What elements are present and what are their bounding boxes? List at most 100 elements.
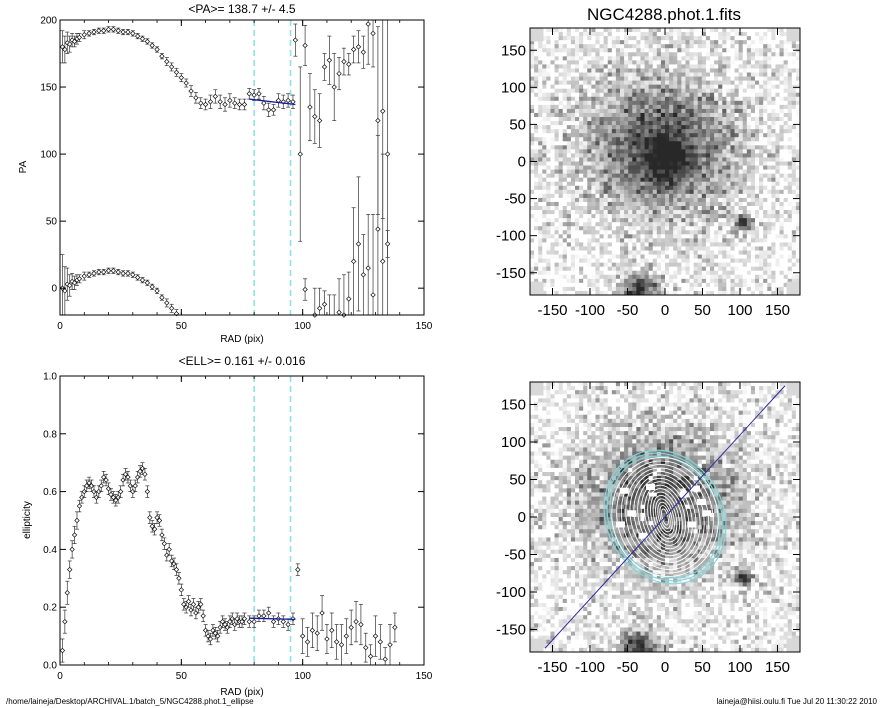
isophote-ellipse (644, 484, 686, 550)
isophote-ellipse (657, 501, 673, 533)
ellipticity-plot-frame (59, 375, 425, 666)
ellipticity-plot-data-point (125, 471, 131, 484)
galaxy-image-ytick-label: 100 (501, 79, 526, 96)
pa-plot-data-point (110, 267, 117, 274)
galaxy-image-xtick-label: -100 (575, 302, 605, 319)
pa-plot-data-point (290, 94, 296, 109)
ellipticity-plot-data-point (280, 615, 286, 628)
pa-plot-data-point (183, 78, 189, 88)
galaxy-image-xtick-label: 50 (694, 302, 711, 319)
pa-plot-data-point (316, 93, 323, 148)
pa-plot-data-point (173, 67, 180, 77)
isophote-ellipse (661, 508, 669, 526)
ellipticity-plot-data-point (329, 612, 335, 649)
isophote-image-xtick-label: 150 (765, 659, 790, 676)
pa-plot-data-point (246, 88, 252, 100)
ellipticity-plot-data-point (212, 627, 219, 640)
pa-plot-data-point (270, 104, 277, 116)
galaxy-image-ticks: -150 -100 -50 0 50 100 150 -150 -100 -50 0 50 100 150 (496, 28, 800, 319)
pa-plot-data-point (232, 97, 238, 109)
ellipticity-plot-data-point (137, 465, 143, 478)
isophote-ellipse (633, 474, 697, 560)
ellipticity-plot-ytick-label: 0.2 (43, 603, 57, 614)
ellipticity-plot-data-point (67, 560, 73, 579)
pa-plot-data-point (159, 53, 165, 60)
mask-patch (627, 510, 637, 517)
ellipticity-plot-data-point (127, 479, 134, 492)
pa-plot-data-point (321, 290, 328, 315)
pa-plot-xtick-label: 150 (416, 321, 433, 332)
isophote-image-xtick-label: 50 (694, 659, 711, 676)
pa-plot-data-point (212, 89, 219, 104)
ellipticity-plot-data-point (81, 485, 87, 498)
ellipticity-plot-data-point (234, 612, 240, 625)
pa-plot-data-point (71, 275, 78, 290)
ellipticity-plot-ytick-label: 1.0 (43, 372, 57, 383)
pa-plot-data-point (346, 271, 352, 315)
mask-patch (638, 532, 648, 539)
pa-plot-data-point (105, 26, 112, 33)
ellipticity-plot-data-point (74, 511, 80, 530)
pa-plot-ytick-label: 200 (40, 16, 57, 27)
pa-plot-title: <PA>= 138.7 +/- 4.5 (188, 2, 296, 16)
ellipticity-plot-marks (59, 376, 398, 665)
pa-plot-data-point (62, 35, 68, 64)
ellipticity-plot-data-point (154, 511, 160, 524)
ellipticity-plot-data-point (363, 632, 369, 663)
ellipticity-plot-data-point (142, 468, 148, 481)
ellipticity-plot-data-point (132, 479, 138, 492)
pa-plot-data-point (168, 303, 175, 313)
galaxy-image-xtick-label: 100 (727, 302, 752, 319)
ellipticity-plot-data-point (256, 609, 262, 623)
pa-plot-data-point (341, 274, 347, 318)
pa-plot-data-point (312, 287, 318, 318)
isophote-image-ytick-label: -50 (504, 547, 526, 564)
galaxy-image-ytick-label: -50 (504, 191, 526, 208)
footer-file-path: /home/laineja/Desktop/ARCHIVAL.1/batch_5… (6, 697, 254, 706)
pa-plot-data-point (149, 283, 155, 290)
pa-plot-data-point (365, 20, 371, 65)
ellipticity-plot-data-point (222, 618, 228, 631)
pa-plot-data-point (327, 294, 332, 315)
galaxy-image-pixels (530, 28, 801, 296)
ellipticity-plot-title: <ELL>= 0.161 +/- 0.016 (179, 354, 306, 368)
pa-plot-data-point (202, 98, 209, 111)
ellipticity-plot-data-point (98, 479, 104, 492)
isophote-image-ticks: -150 -100 -50 0 50 100 150 -150 -100 -50 0 50 100 150 (496, 382, 800, 676)
pa-plot-data-point (316, 287, 323, 315)
pa-plot-data-point (64, 267, 70, 301)
pa-plot-xtick-label: 100 (294, 321, 311, 332)
pa-plot-data-point (168, 62, 175, 72)
ellipticity-plot-data-point (251, 615, 257, 628)
ellipticity-plot-data-point (215, 629, 221, 643)
ellipticity-plot-data-point (59, 638, 66, 663)
isophote-ellipse (652, 494, 678, 540)
pa-plot-data-point (125, 29, 131, 36)
pa-plot-data-point (217, 94, 223, 109)
ellipticity-plot-fit-line (249, 617, 296, 620)
mask-patch (616, 521, 625, 528)
pa-plot-data-point (96, 27, 102, 34)
pa-plot-data-point (86, 271, 92, 278)
pa-plot-ylabel: PA (18, 160, 29, 173)
ellipticity-plot-data-point (117, 485, 124, 498)
isophote-image-xtick-label: -150 (537, 659, 567, 676)
pa-plot-data-point (159, 294, 165, 301)
isophote-image-xtick-label: -100 (575, 659, 605, 676)
ellipticity-plot-data-point (193, 606, 199, 620)
pa-plot-data-point (115, 27, 121, 34)
pa-plot-data-point (241, 98, 248, 111)
ellipticity-plot-data-point (333, 624, 340, 660)
ellipticity-plot-data-point (324, 624, 330, 654)
pa-plot: <PA>= 138.7 +/- 4.5 0 50 100 150 0 50 100 150 20… (18, 2, 433, 345)
ellipticity-plot-data-point (130, 485, 136, 498)
pa-plot-data-point (100, 269, 107, 276)
pa-plot-data-point (384, 20, 391, 315)
ellipticity-plot-data-point (219, 615, 226, 628)
isophote-ellipse (629, 470, 701, 564)
ellipticity-plot-data-point (185, 595, 192, 608)
galaxy-image-ytick-label: -100 (496, 228, 526, 245)
pa-plot-data-point (154, 287, 160, 294)
isophote-ellipse (655, 498, 675, 536)
ellipticity-plot-data-point (304, 627, 311, 657)
